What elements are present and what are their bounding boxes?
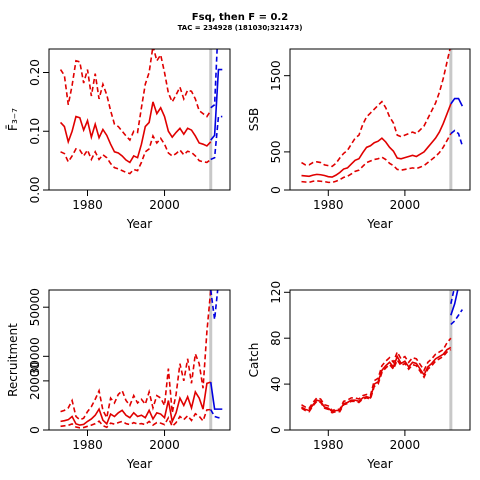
- figure-title: Fsq, then F = 0.2: [192, 12, 288, 23]
- history-median-line: [301, 103, 452, 178]
- projection-lower-line: [450, 129, 464, 147]
- x-tick-label: 1980: [313, 438, 344, 452]
- x-tick-label: 2000: [390, 198, 421, 212]
- y-tick-label: 0.00: [28, 177, 42, 204]
- plot-frame: [289, 289, 471, 431]
- y-tick-label: 1500: [269, 60, 283, 91]
- y-axis-label: SSB: [247, 108, 261, 131]
- series-group: [301, 290, 464, 414]
- plot-frame: [48, 48, 231, 191]
- history-upper-line: [301, 49, 451, 168]
- history-lower-line: [60, 133, 212, 175]
- x-tick-label: 1980: [72, 438, 103, 452]
- chart-fbar: 1980 2000 0.00 0.10 0.20 Year F̄₃₋₇: [6, 48, 231, 231]
- y-tick-label: 80: [269, 331, 283, 346]
- y-tick-label: 0: [269, 186, 283, 194]
- figure-subtitle: TAC = 234928 (181030;321473): [178, 24, 303, 32]
- y-tick-label: 0.20: [28, 59, 42, 86]
- projection-median-line: [210, 68, 223, 141]
- y-tick-label: 20000: [28, 362, 42, 400]
- x-tick-label: 2000: [149, 438, 180, 452]
- y-tick-label: 120: [269, 281, 283, 304]
- y-tick-label: 0.10: [28, 118, 42, 145]
- projection-lower-line: [450, 309, 464, 326]
- x-axis-label: Year: [366, 457, 392, 471]
- x-axis-label: Year: [366, 217, 392, 231]
- y-axis-label: F̄₃₋₇: [6, 108, 20, 131]
- y-tick-label: 50000: [28, 288, 42, 326]
- x-tick-label: 2000: [149, 198, 180, 212]
- projection-upper-line: [209, 290, 219, 320]
- projection-upper-line: [450, 290, 455, 304]
- y-tick-label: 0: [269, 426, 283, 434]
- series-group: [60, 290, 223, 429]
- x-axis-label: Year: [126, 217, 152, 231]
- y-tick-label: 500: [269, 140, 283, 163]
- history-lower-line: [301, 133, 452, 184]
- history-upper-line: [301, 337, 452, 412]
- y-tick-label: 0: [28, 426, 42, 434]
- x-tick-label: 1980: [313, 198, 344, 212]
- series-group: [301, 49, 464, 184]
- y-tick-label: 30000: [28, 337, 42, 375]
- plot-frame: [289, 48, 471, 191]
- y-axis-label: Recruitment: [6, 323, 20, 397]
- projection-lower-line: [210, 409, 223, 419]
- x-tick-label: 1980: [72, 198, 103, 212]
- projection-lower-line: [210, 115, 223, 161]
- x-tick-label: 2000: [390, 438, 421, 452]
- y-axis-label: Catch: [247, 343, 261, 378]
- projection-upper-line: [450, 49, 452, 50]
- chart-catch: 1980 2000 0 40 80 120 Year Catch: [247, 281, 471, 471]
- history-median-line: [301, 346, 452, 413]
- x-axis-label: Year: [126, 457, 152, 471]
- chart-ssb: 1980 2000 0 500 1500 Year SSB: [247, 48, 471, 231]
- plot-frame: [48, 289, 231, 431]
- history-median-line: [60, 381, 211, 426]
- history-lower-line: [301, 348, 452, 414]
- projection-median-line: [450, 97, 464, 107]
- history-upper-line: [59, 49, 212, 142]
- history-median-line: [59, 101, 212, 164]
- series-group: [59, 49, 223, 175]
- history-lower-line: [60, 408, 211, 429]
- projection-upper-line: [210, 49, 218, 109]
- projection-median-line: [209, 381, 223, 410]
- y-tick-label: 40: [269, 376, 283, 391]
- projection-median-line: [450, 290, 459, 316]
